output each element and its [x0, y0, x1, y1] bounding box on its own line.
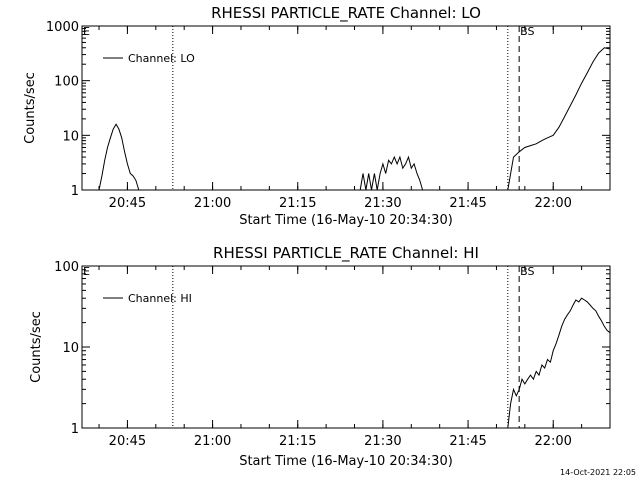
event-marker-label: E: [83, 265, 90, 278]
panel-lo-x-axis-label: Start Time (16-May-10 20:34:30): [239, 213, 453, 228]
panel-hi-series: [507, 297, 611, 429]
x-tick-label: 21:45: [449, 196, 486, 211]
x-tick-label: 22:00: [534, 434, 571, 449]
x-tick-label: 20:45: [109, 196, 146, 211]
series-line-segment: [359, 155, 424, 191]
event-marker-label: BS: [520, 265, 534, 278]
series-line-segment: [507, 47, 611, 191]
panel-lo: RHESSI PARTICLE_RATE Channel: LO Counts/…: [23, 4, 611, 228]
y-tick-label: 1000: [46, 20, 79, 35]
y-tick-label: 100: [54, 75, 79, 90]
series-line-segment: [98, 123, 140, 191]
x-tick-label: 21:45: [449, 434, 486, 449]
x-tick-label: 21:00: [194, 196, 231, 211]
y-tick-label: 1: [71, 422, 79, 437]
y-tick-label: 10: [62, 341, 79, 356]
panel-hi-legend: Channel: HI: [103, 292, 192, 305]
panel-lo-title: RHESSI PARTICLE_RATE Channel: LO: [211, 4, 481, 23]
event-marker-label: BS: [520, 25, 534, 38]
panel-lo-legend: Channel: LO: [103, 52, 195, 65]
x-tick-label: 22:00: [534, 196, 571, 211]
series-line-segment: [507, 297, 611, 429]
timestamp: 14-Oct-2021 22:05: [560, 468, 636, 477]
panel-lo-series: [98, 47, 611, 191]
panel-hi-x-axis-label: Start Time (16-May-10 20:34:30): [239, 454, 453, 469]
panel-hi: RHESSI PARTICLE_RATE Channel: HI Counts/…: [29, 244, 611, 469]
panel-hi-legend-label: Channel: HI: [128, 292, 192, 305]
x-tick-label: 21:15: [279, 196, 316, 211]
y-tick-label: 100: [54, 260, 79, 275]
x-tick-label: 21:00: [194, 434, 231, 449]
event-marker-label: E: [83, 25, 90, 38]
panel-hi-y-axis-label: Counts/sec: [29, 311, 44, 383]
panel-lo-ticks: 20:45 21:00 21:15 21:30 21:45 22:00 1 10 100 1000: [46, 20, 611, 211]
panel-hi-frame: [81, 265, 611, 429]
panel-lo-frame: [81, 25, 611, 191]
x-tick-label: 21:30: [364, 196, 401, 211]
x-tick-label: 20:45: [109, 434, 146, 449]
panel-lo-event-markers: E BS: [81, 25, 611, 190]
y-tick-label: 10: [62, 129, 79, 144]
panel-hi-event-markers: E BS: [81, 265, 611, 428]
x-tick-label: 21:15: [279, 434, 316, 449]
panel-lo-y-axis-label: Counts/sec: [23, 72, 38, 144]
panel-hi-ticks: 20:45 21:00 21:15 21:30 21:45 22:00 1 10 100: [54, 260, 611, 449]
panel-hi-title: RHESSI PARTICLE_RATE Channel: HI: [213, 244, 479, 263]
panel-lo-legend-label: Channel: LO: [128, 52, 195, 65]
x-tick-label: 21:30: [364, 434, 401, 449]
y-tick-label: 1: [71, 184, 79, 199]
